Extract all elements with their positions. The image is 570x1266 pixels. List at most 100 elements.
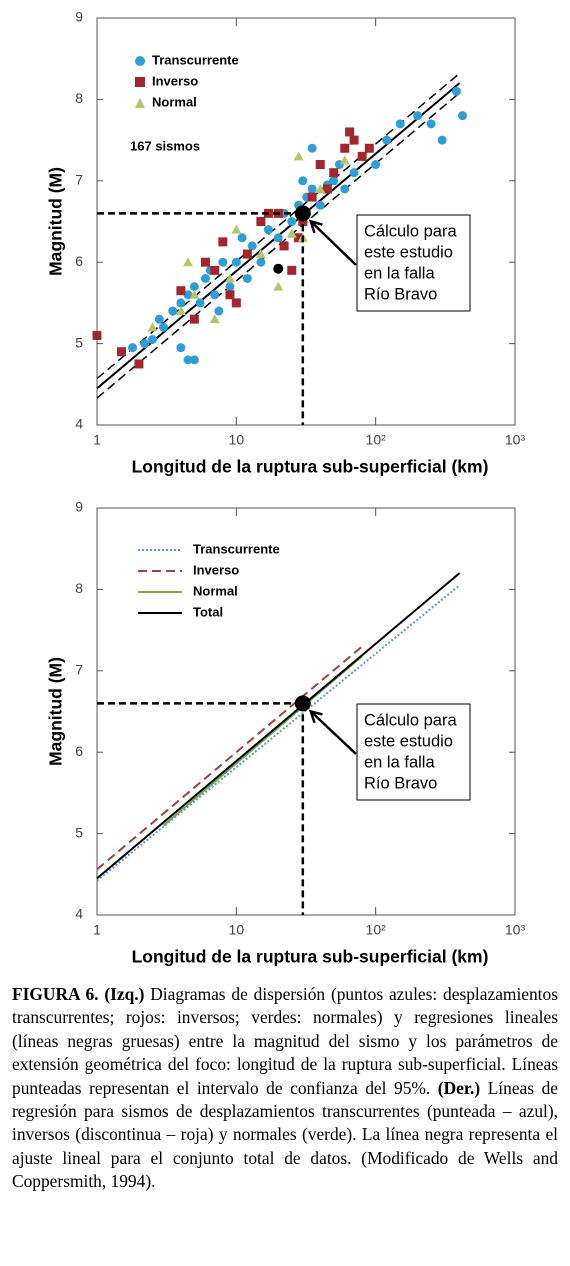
x-tick-label: 10² <box>366 432 387 448</box>
point <box>195 298 205 308</box>
callout-text: en la falla <box>364 753 435 771</box>
point <box>242 273 252 283</box>
point <box>231 257 241 267</box>
figure: 4 5 6 7 8 9 1 10 10² 10³ Longitud de la ruptura su… <box>46 9 526 967</box>
x-axis-title: Longitud de la ruptura sub-superficial (… <box>132 457 489 477</box>
point <box>395 119 405 129</box>
point <box>340 184 350 194</box>
point <box>210 265 220 275</box>
point <box>315 160 325 170</box>
point <box>224 273 235 283</box>
point <box>247 241 257 251</box>
point <box>451 86 461 96</box>
point <box>225 282 235 292</box>
point <box>147 322 158 332</box>
callout-text: este estudio <box>364 243 453 261</box>
legend-label: Normal <box>193 583 238 598</box>
point <box>189 314 199 324</box>
point <box>413 111 423 121</box>
estimate-point <box>294 205 311 222</box>
point <box>322 184 332 194</box>
point <box>340 143 350 153</box>
point <box>293 151 304 161</box>
point <box>189 289 200 299</box>
legend-marker <box>135 98 145 108</box>
callout-arrow <box>309 710 357 755</box>
callout-text: en la falla <box>364 264 435 282</box>
point <box>437 135 447 145</box>
y-tick-label: 7 <box>75 662 83 678</box>
callout-arrowhead <box>308 219 323 234</box>
point <box>371 160 381 170</box>
point <box>273 281 284 291</box>
series-line <box>96 645 363 871</box>
callout-text: Río Bravo <box>364 774 437 792</box>
legend-label: Total <box>193 604 223 619</box>
point <box>458 111 468 121</box>
point <box>140 339 150 349</box>
callout-box <box>356 703 471 801</box>
plot-frame <box>96 17 516 426</box>
point <box>256 257 266 267</box>
point <box>189 355 199 365</box>
x-axis-title: Longitud de la ruptura sub-superficial (… <box>132 947 489 967</box>
point <box>298 217 308 226</box>
point <box>364 143 374 153</box>
point <box>298 176 308 186</box>
point <box>183 290 193 300</box>
y-tick-label: 8 <box>75 90 83 106</box>
point <box>315 200 325 210</box>
point <box>329 168 339 178</box>
legend-label: Transcurrente <box>152 52 239 67</box>
point <box>237 233 247 243</box>
point <box>158 322 168 332</box>
legend-label: Inverso <box>193 562 239 577</box>
plot-frame <box>96 507 516 916</box>
y-tick-label: 6 <box>75 253 83 269</box>
y-tick-label: 4 <box>75 906 83 922</box>
callout-arrowhead <box>308 709 323 724</box>
legend-label: Normal <box>152 94 197 109</box>
point <box>263 225 273 235</box>
point <box>345 127 355 137</box>
point <box>147 335 157 345</box>
series-line <box>162 655 363 827</box>
callout-text: Cálculo para <box>364 222 457 240</box>
point <box>183 355 193 365</box>
callout-text: Río Bravo <box>364 285 437 303</box>
caption: FIGURA 6. (Izq.) Diagramas de dispersión… <box>12 983 558 1194</box>
point <box>209 314 220 324</box>
y-tick-label: 7 <box>75 172 83 188</box>
point <box>279 241 289 251</box>
series-line <box>96 584 461 882</box>
legend-marker <box>135 77 145 87</box>
point <box>200 273 210 283</box>
point <box>176 298 186 308</box>
point <box>349 168 359 178</box>
point <box>189 282 199 292</box>
point <box>242 249 252 259</box>
point <box>134 359 144 369</box>
point <box>339 155 350 165</box>
point <box>231 298 241 308</box>
callout-text: este estudio <box>364 732 453 750</box>
fit-line <box>96 92 461 399</box>
point <box>218 237 228 247</box>
point <box>225 290 235 300</box>
point <box>183 257 194 267</box>
point <box>92 330 102 340</box>
x-tick-label: 10 <box>229 922 245 938</box>
callout-box <box>356 214 471 312</box>
estimate-point <box>294 695 311 712</box>
point <box>168 306 178 316</box>
callout-arrow <box>309 220 357 266</box>
y-tick-label: 9 <box>75 499 83 515</box>
x-tick-label: 10² <box>366 922 387 938</box>
callout-text: Cálculo para <box>364 711 457 729</box>
caption-run: (Der.) <box>437 1077 481 1098</box>
point <box>176 286 186 296</box>
point <box>307 143 317 153</box>
point <box>382 135 392 145</box>
point <box>128 343 138 353</box>
legend-label: Inverso <box>152 73 198 88</box>
